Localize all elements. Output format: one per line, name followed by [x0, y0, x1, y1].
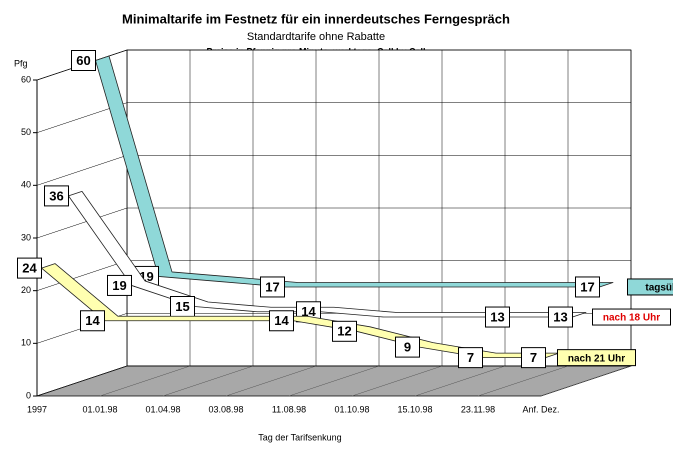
value-label-box: [80, 310, 105, 332]
value-label: 9: [404, 340, 411, 355]
floor-grid: [351, 365, 443, 397]
y-tick-label: 60: [21, 74, 31, 84]
value-label: 13: [490, 309, 504, 324]
value-label-box: [107, 274, 132, 296]
floor-grid: [414, 365, 506, 397]
floor-grid: [162, 365, 254, 397]
value-label: 13: [553, 309, 567, 324]
value-label: 14: [274, 313, 289, 328]
chart-subtitle: Standardtarife ohne Rabatte: [247, 31, 385, 43]
x-tick-label: Anf. Dez.: [522, 404, 559, 414]
x-tick-label: 01.01.98: [82, 404, 117, 414]
value-label-box: [575, 276, 600, 298]
legend-label: nach 21 Uhr: [568, 353, 625, 364]
x-axis-label: Tag der Tarifsenkung: [258, 432, 341, 442]
side-grid-line: [36, 155, 128, 186]
value-label: 17: [580, 279, 594, 294]
value-label-box: [17, 257, 42, 279]
value-label-box: [260, 276, 285, 298]
legend-box: [627, 278, 673, 296]
side-grid-line: [36, 365, 128, 397]
legend-label: tagsüber: [645, 283, 673, 294]
legend-box: [592, 308, 671, 326]
value-label: 15: [175, 299, 189, 314]
floor-grid: [288, 365, 380, 397]
value-label-box: [458, 347, 483, 369]
floor-grid: [477, 365, 569, 397]
y-tick-label: 30: [21, 232, 31, 242]
x-tick-label: 01.04.98: [145, 404, 180, 414]
chart-title: Minimaltarife im Festnetz für ein innerd…: [122, 11, 510, 26]
value-label: 19: [112, 278, 126, 293]
value-label: 60: [76, 53, 90, 68]
x-tick-label: 11.08.98: [272, 404, 306, 414]
value-label-box: [395, 336, 420, 358]
value-label: 7: [467, 350, 474, 365]
y-tick-label: 10: [21, 338, 31, 348]
value-label: 12: [337, 324, 351, 339]
y-tick-label: 20: [21, 285, 31, 295]
x-tick-label: 23.11.98: [461, 404, 495, 414]
y-tick-label: 40: [21, 180, 31, 190]
value-label-box: [269, 310, 294, 332]
value-label-box: [521, 347, 546, 369]
y-tick-label: 0: [26, 390, 31, 400]
floor-grid: [225, 365, 317, 397]
legend-box: [557, 349, 636, 367]
x-tick-label: 1997: [27, 404, 47, 414]
side-grid-line: [36, 207, 128, 239]
value-label: 14: [301, 304, 316, 319]
x-tick-label: 03.08.98: [208, 404, 243, 414]
value-label-box: [332, 320, 357, 342]
value-label-box: [71, 50, 96, 71]
value-label: 14: [85, 313, 100, 328]
value-label: 24: [22, 261, 37, 276]
value-label-box: [44, 185, 69, 207]
floor-grid: [99, 365, 191, 397]
legend-label: nach 18 Uhr: [603, 313, 660, 324]
value-label-box: [548, 306, 573, 328]
value-label-box: [485, 306, 510, 328]
floor-grid: [540, 365, 632, 397]
value-label: 7: [530, 350, 537, 365]
x-tick-label: 01.10.98: [334, 404, 369, 414]
y-tick-label: 50: [21, 127, 31, 137]
x-tick-label: 15.10.98: [397, 404, 432, 414]
y-axis-label: Pfg: [14, 58, 28, 68]
side-grid-line: [36, 260, 128, 291]
value-label: 17: [265, 279, 279, 294]
value-label: 36: [49, 188, 63, 203]
